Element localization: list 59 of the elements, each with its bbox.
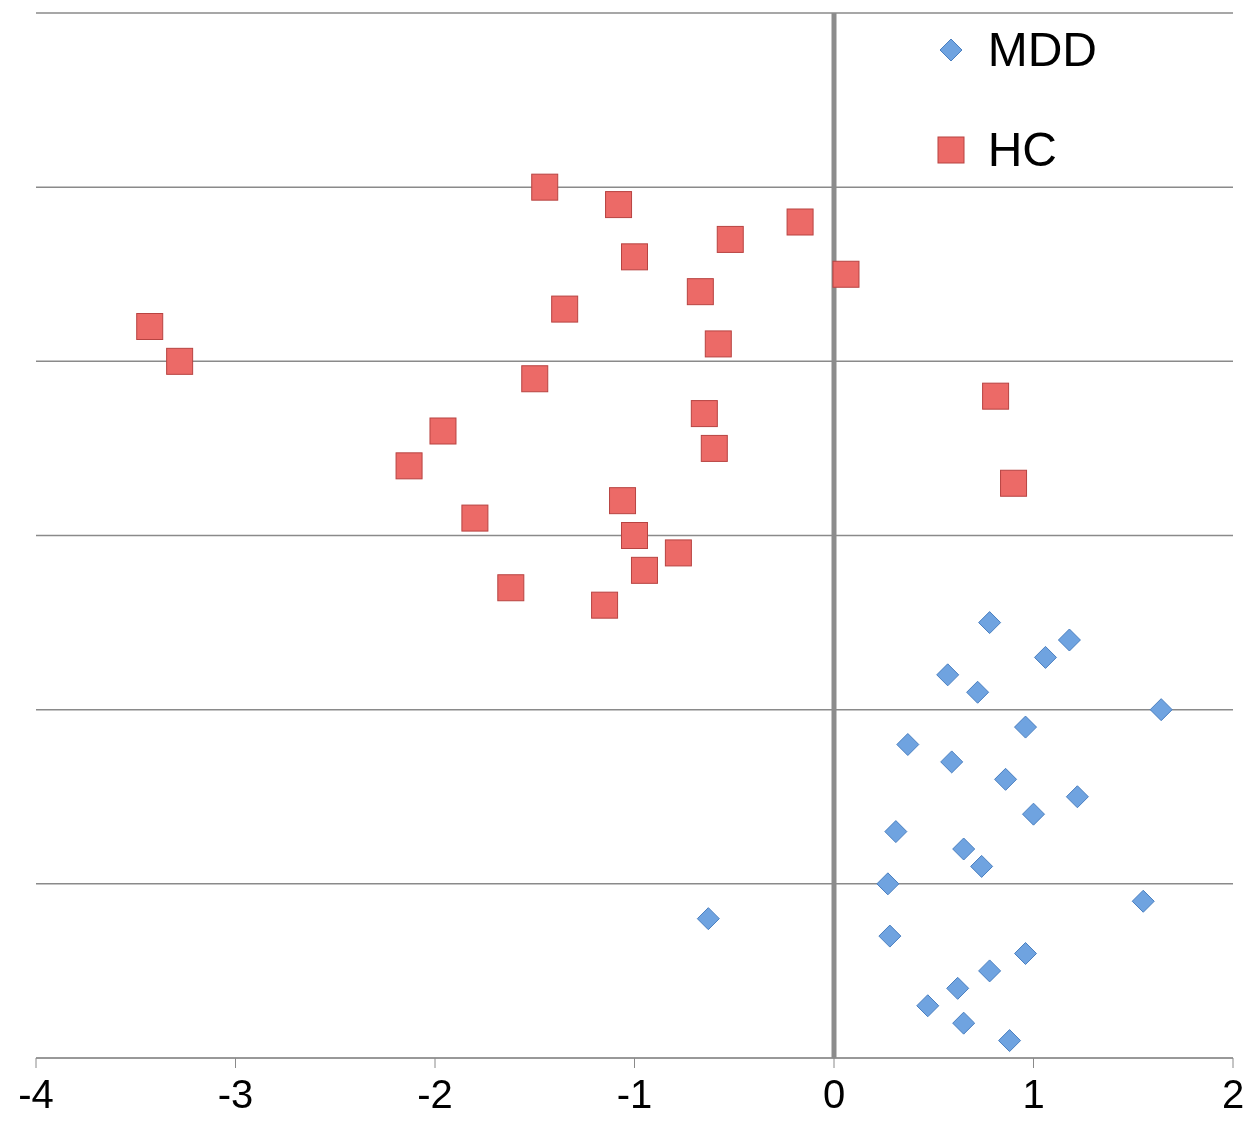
point	[978, 959, 1002, 983]
point	[700, 434, 728, 462]
point	[982, 382, 1010, 410]
point	[664, 539, 692, 567]
point	[716, 225, 744, 253]
point	[704, 330, 732, 358]
point	[461, 504, 489, 532]
point	[946, 976, 970, 1000]
point	[1149, 698, 1173, 722]
point	[884, 820, 908, 844]
point	[966, 680, 990, 704]
point	[136, 313, 164, 340]
x-tick-label: 2	[1221, 1072, 1245, 1117]
point	[591, 591, 619, 619]
point	[621, 243, 648, 271]
legend-label: MDD	[987, 22, 1097, 78]
point	[605, 191, 633, 219]
point	[531, 173, 559, 201]
point	[1022, 802, 1045, 826]
x-tick-label: -1	[616, 1072, 653, 1117]
point	[521, 365, 549, 393]
point	[998, 1029, 1022, 1053]
point	[878, 924, 902, 948]
x-tick-label: -3	[217, 1072, 254, 1117]
point	[1014, 942, 1038, 965]
point	[876, 872, 900, 896]
point	[551, 295, 579, 323]
point	[978, 611, 1002, 635]
point	[395, 452, 423, 480]
point	[1014, 715, 1038, 739]
point	[429, 417, 457, 445]
point	[994, 767, 1018, 791]
point	[940, 750, 964, 774]
point	[166, 347, 194, 375]
x-tick-label: -4	[18, 1072, 54, 1117]
point	[1033, 645, 1057, 669]
point	[1000, 469, 1028, 497]
point	[497, 574, 525, 602]
point	[1065, 785, 1089, 809]
point	[630, 556, 658, 584]
point	[1131, 889, 1155, 913]
x-tick-label: 1	[1022, 1072, 1045, 1117]
point	[896, 733, 920, 756]
point	[832, 260, 860, 288]
legend-label: HC	[987, 122, 1058, 178]
x-tick-label: 0	[822, 1072, 846, 1117]
point	[970, 854, 994, 878]
point	[609, 487, 637, 515]
point	[690, 400, 718, 428]
point	[916, 994, 940, 1018]
point	[786, 208, 814, 236]
point	[952, 837, 976, 861]
point	[1057, 628, 1081, 652]
point	[936, 663, 960, 687]
point	[621, 522, 648, 549]
x-tick-label: -2	[417, 1072, 453, 1117]
point	[696, 907, 720, 931]
point	[686, 278, 714, 306]
point	[952, 1011, 976, 1035]
